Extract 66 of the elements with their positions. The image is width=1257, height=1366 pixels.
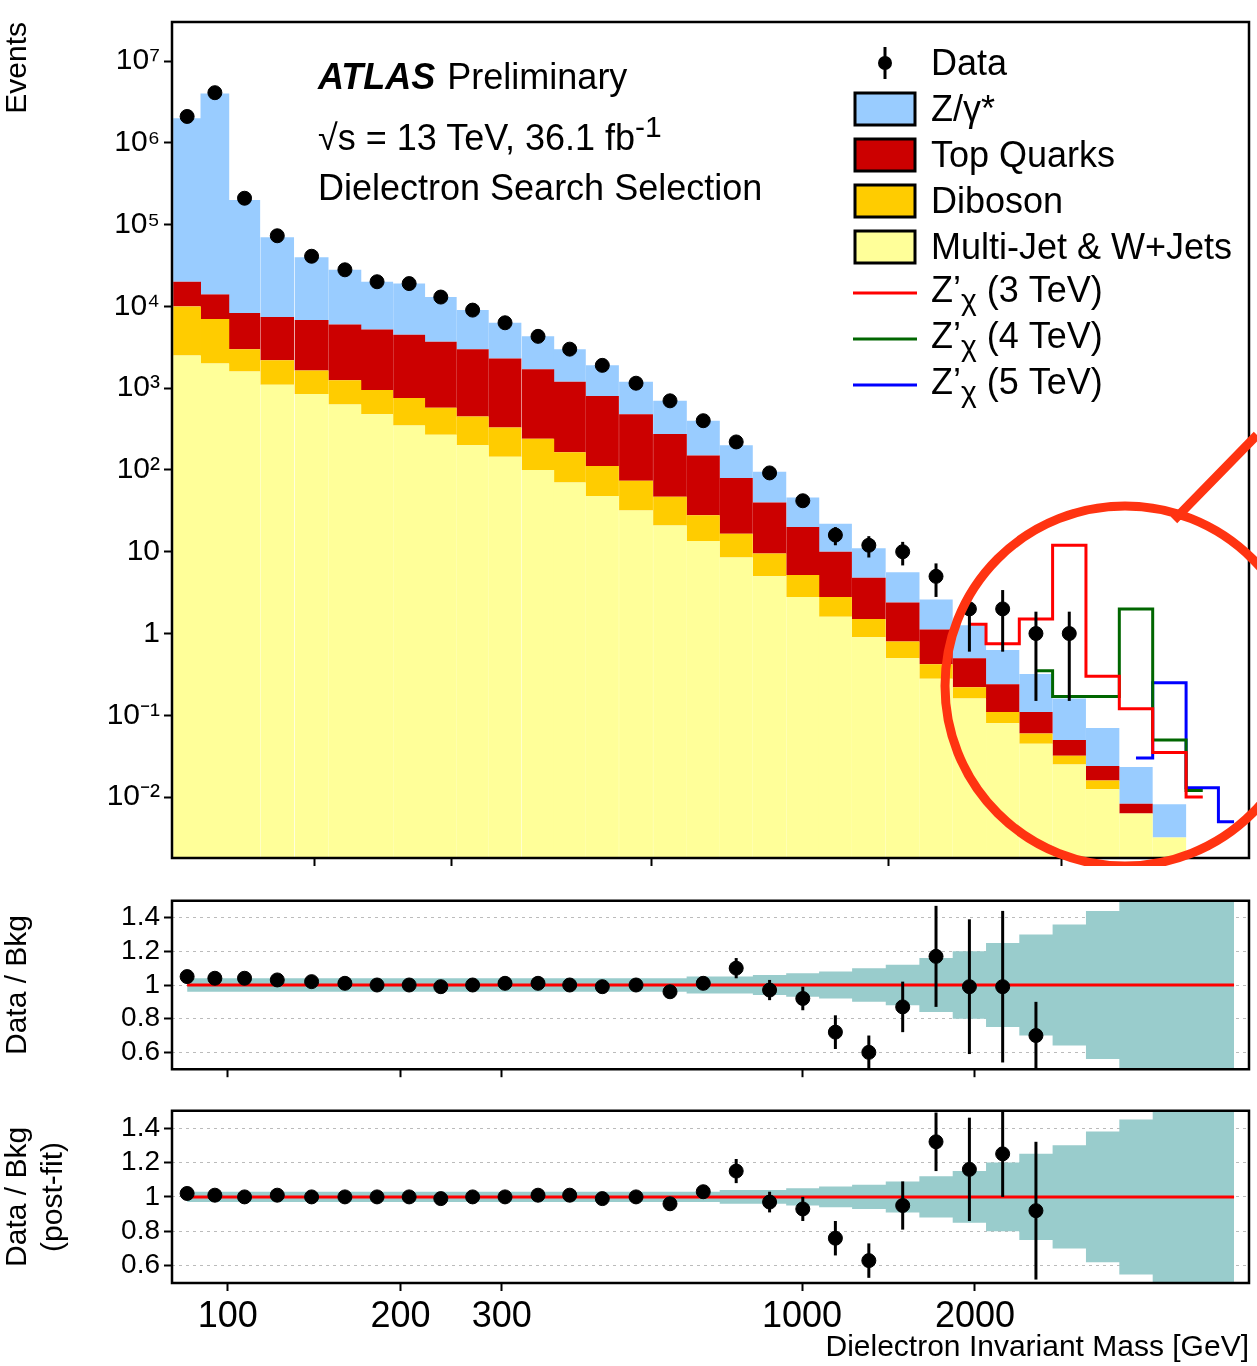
y-tick-label: 1 (144, 1179, 160, 1211)
point (401, 977, 417, 993)
point (401, 276, 417, 292)
point (695, 413, 711, 429)
point (695, 1184, 711, 1200)
point (269, 228, 285, 244)
y-tick-label: 10³ (116, 369, 161, 403)
y-tick-label: 10⁷ (115, 42, 160, 76)
point (369, 1189, 385, 1205)
point (662, 393, 678, 409)
point (728, 434, 744, 450)
point (269, 972, 285, 988)
y-axis-title: Events (0, 22, 33, 114)
x-tick-label: 200 (370, 1293, 431, 1335)
y-tick-label: 1 (143, 614, 160, 648)
legend-label: Data (930, 42, 1007, 84)
point (237, 1189, 253, 1205)
y-tick-label: 0.6 (121, 1035, 160, 1067)
point (433, 289, 449, 305)
y-tick-label: 10⁴ (113, 287, 160, 321)
x-tick-label: 100 (197, 1293, 258, 1335)
point (304, 248, 320, 264)
y-tick-label: 10 (126, 533, 160, 566)
y-tick-label: 1.2 (121, 1145, 160, 1177)
y-tick-label: 10⁵ (114, 205, 160, 239)
y-tick-label: 1.4 (121, 900, 160, 932)
point (337, 975, 353, 991)
y-tick-label: 0.6 (121, 1248, 160, 1280)
y-tick-label: 0.8 (121, 1214, 160, 1246)
annotation: Preliminary (447, 56, 628, 97)
x-tick-label: 300 (471, 1293, 532, 1335)
legend-label: Z’$_{χ}$ (3 TeV) (930, 268, 1103, 317)
y-tick-label: 10⁶ (114, 124, 160, 158)
point (269, 1187, 285, 1203)
y-axis-title: Data / Bkg (post-fit) (0, 1126, 69, 1267)
point (433, 1191, 449, 1207)
point (237, 190, 253, 206)
point (465, 1189, 481, 1205)
point (369, 977, 385, 993)
y-tick-label: 1.2 (121, 934, 160, 966)
point (369, 274, 385, 290)
point (304, 1189, 320, 1205)
y-tick-label: 1 (144, 967, 160, 999)
y-tick-label: 0.8 (121, 1001, 160, 1033)
point (465, 302, 481, 318)
point (237, 970, 253, 986)
point (762, 465, 778, 481)
annotation: ATLAS (318, 56, 436, 97)
legend-label: Top Quarks (930, 134, 1116, 176)
y-tick-label: 1.4 (121, 1110, 160, 1142)
legend-label: Diboson (930, 180, 1064, 222)
y-axis-title: Data / Bkg (0, 914, 33, 1056)
point (695, 975, 711, 991)
annotation: √s = 13 TeV, 36.1 fb$^{-1}$ (318, 109, 663, 160)
point (662, 1196, 678, 1212)
y-tick-label: 10² (116, 451, 161, 485)
point (401, 1189, 417, 1205)
y-tick-label: 10⁻² (106, 778, 161, 812)
point (465, 977, 481, 993)
y-tick-label: 10⁻¹ (106, 696, 161, 730)
legend-label: Z/γ* (930, 88, 995, 130)
point (304, 974, 320, 990)
point (433, 979, 449, 995)
legend-label: Multi-Jet & W+Jets (930, 226, 1232, 268)
point (337, 1189, 353, 1205)
annotation: Dielectron Search Selection (318, 166, 763, 210)
